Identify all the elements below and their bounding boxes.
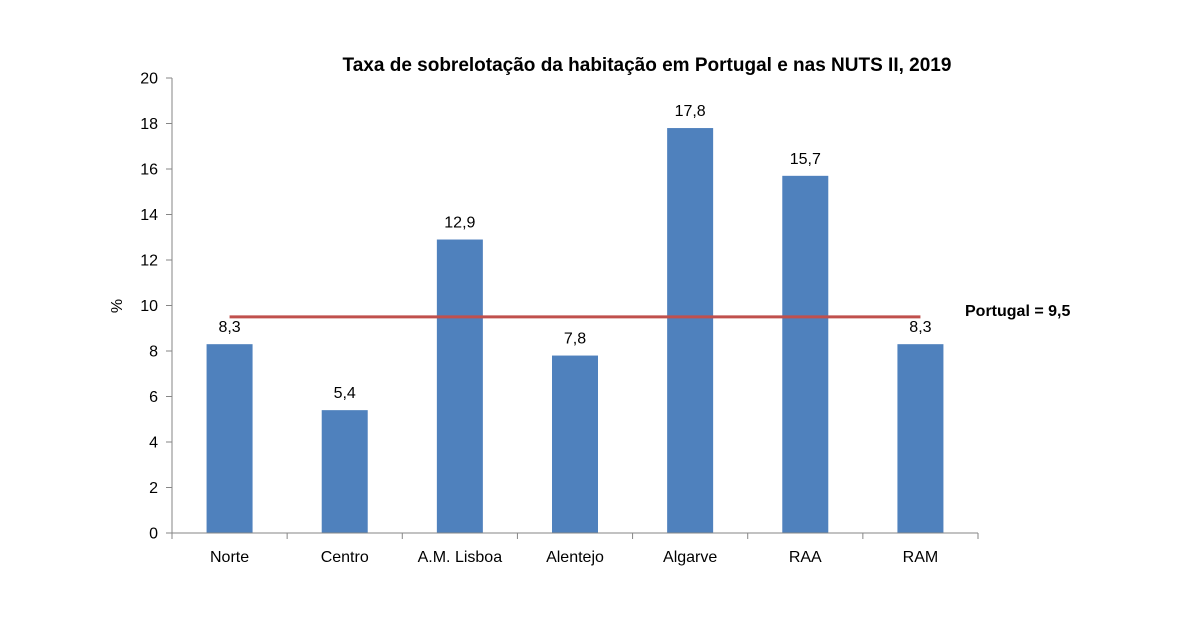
y-tick-label: 4 [149, 435, 158, 452]
category-label: Alentejo [546, 549, 604, 566]
bar-alentejo [552, 355, 598, 533]
y-tick-label: 12 [140, 253, 158, 270]
y-tick-label: 10 [140, 298, 158, 315]
reference-line-group: Portugal = 9,5 [229, 303, 1070, 320]
y-tick-label: 20 [140, 71, 158, 88]
data-label: 15,7 [790, 151, 821, 168]
bar-raa [782, 175, 829, 533]
y-tick-label: 2 [149, 480, 158, 497]
data-label: 5,4 [334, 385, 356, 402]
data-label: 17,8 [675, 103, 706, 120]
data-label: 8,3 [218, 319, 240, 336]
category-label: Centro [321, 549, 369, 566]
bar-centro [321, 410, 368, 533]
x-axis: Norte Centro A.M. Lisboa Alentejo Algarve RAA… [171, 532, 979, 566]
category-label: RAA [789, 549, 822, 566]
category-label: A.M. Lisboa [418, 549, 503, 566]
y-axis-label: % [109, 299, 126, 313]
category-label: Algarve [663, 549, 717, 566]
bar-norte [206, 344, 253, 533]
y-tick-label: 18 [140, 116, 158, 133]
y-tick-label: 16 [140, 162, 158, 179]
bar-algarve [667, 128, 714, 534]
data-label: 7,8 [564, 331, 586, 348]
y-tick-label: 14 [140, 207, 158, 224]
portugal-reference-label: Portugal = 9,5 [965, 303, 1070, 320]
bar-ram [897, 344, 944, 533]
chart-title: Taxa de sobrelotação da habitação em Por… [343, 55, 952, 76]
data-label: 8,3 [909, 319, 931, 336]
y-tick-label: 0 [149, 526, 158, 543]
bars-group [206, 128, 944, 534]
category-label: RAM [903, 549, 939, 566]
y-tick-label: 6 [149, 389, 158, 406]
y-axis-ticks: 0 2 4 6 8 10 12 14 16 18 20 [140, 71, 172, 543]
category-label: Norte [210, 549, 249, 566]
bar-a-m-lisboa [436, 239, 483, 533]
data-label: 12,9 [444, 215, 475, 232]
y-tick-label: 8 [149, 344, 158, 361]
data-labels-group: 8,3 5,4 12,9 7,8 17,8 15,7 8,3 [218, 103, 931, 402]
